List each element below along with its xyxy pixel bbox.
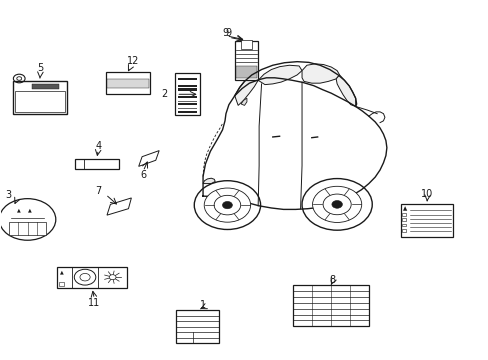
Bar bbox=[105, 72, 150, 94]
Bar bbox=[240, 40, 252, 49]
Text: ▲: ▲ bbox=[60, 270, 64, 274]
Text: 9: 9 bbox=[225, 28, 231, 38]
Bar bbox=[107, 79, 149, 88]
Text: 4: 4 bbox=[95, 141, 101, 151]
Text: 2: 2 bbox=[161, 89, 167, 99]
Bar bbox=[401, 224, 405, 226]
Text: ▲: ▲ bbox=[28, 208, 32, 213]
Bar bbox=[177, 82, 197, 83]
Text: ▲: ▲ bbox=[17, 208, 21, 213]
Bar bbox=[32, 84, 59, 89]
Polygon shape bbox=[335, 75, 355, 107]
Bar bbox=[13, 81, 66, 114]
Polygon shape bbox=[203, 78, 386, 210]
Bar bbox=[177, 108, 197, 109]
Circle shape bbox=[222, 202, 232, 209]
Bar bbox=[177, 101, 197, 102]
Text: 3: 3 bbox=[5, 190, 11, 200]
Bar bbox=[176, 310, 219, 343]
Circle shape bbox=[331, 201, 342, 208]
Circle shape bbox=[194, 181, 260, 229]
Text: 9: 9 bbox=[222, 28, 227, 38]
Circle shape bbox=[214, 195, 240, 215]
Polygon shape bbox=[241, 98, 246, 105]
Text: 5: 5 bbox=[38, 63, 44, 73]
Bar bbox=[293, 285, 368, 326]
Bar bbox=[175, 73, 199, 116]
Polygon shape bbox=[258, 65, 302, 85]
Circle shape bbox=[323, 194, 350, 215]
Bar bbox=[177, 111, 197, 113]
Text: 10: 10 bbox=[420, 189, 432, 199]
Bar bbox=[400, 204, 452, 237]
Bar bbox=[401, 219, 405, 221]
Text: 12: 12 bbox=[127, 56, 139, 66]
Circle shape bbox=[302, 179, 371, 230]
Bar bbox=[177, 88, 197, 91]
Bar bbox=[236, 66, 256, 78]
Bar bbox=[401, 229, 405, 232]
Circle shape bbox=[0, 199, 56, 240]
Text: 1: 1 bbox=[200, 300, 206, 310]
Circle shape bbox=[80, 274, 90, 281]
Bar bbox=[177, 85, 197, 87]
Bar bbox=[234, 41, 258, 80]
Circle shape bbox=[204, 188, 250, 222]
Bar bbox=[75, 159, 119, 169]
Circle shape bbox=[312, 186, 361, 222]
Polygon shape bbox=[203, 178, 215, 184]
Bar bbox=[57, 267, 127, 288]
Text: ▲: ▲ bbox=[402, 206, 407, 211]
Text: 11: 11 bbox=[88, 298, 100, 308]
Polygon shape bbox=[107, 198, 131, 215]
Bar bbox=[177, 103, 197, 105]
Bar bbox=[177, 78, 197, 80]
Bar bbox=[9, 221, 46, 235]
Polygon shape bbox=[234, 75, 258, 105]
Polygon shape bbox=[302, 64, 339, 83]
Circle shape bbox=[109, 275, 116, 280]
Bar bbox=[59, 282, 63, 286]
Circle shape bbox=[74, 269, 96, 285]
Text: 8: 8 bbox=[328, 275, 335, 285]
Bar bbox=[401, 213, 405, 216]
Bar bbox=[15, 91, 64, 112]
Text: 7: 7 bbox=[95, 186, 101, 197]
Text: 6: 6 bbox=[140, 170, 146, 180]
Bar bbox=[177, 96, 197, 98]
Polygon shape bbox=[139, 150, 159, 166]
